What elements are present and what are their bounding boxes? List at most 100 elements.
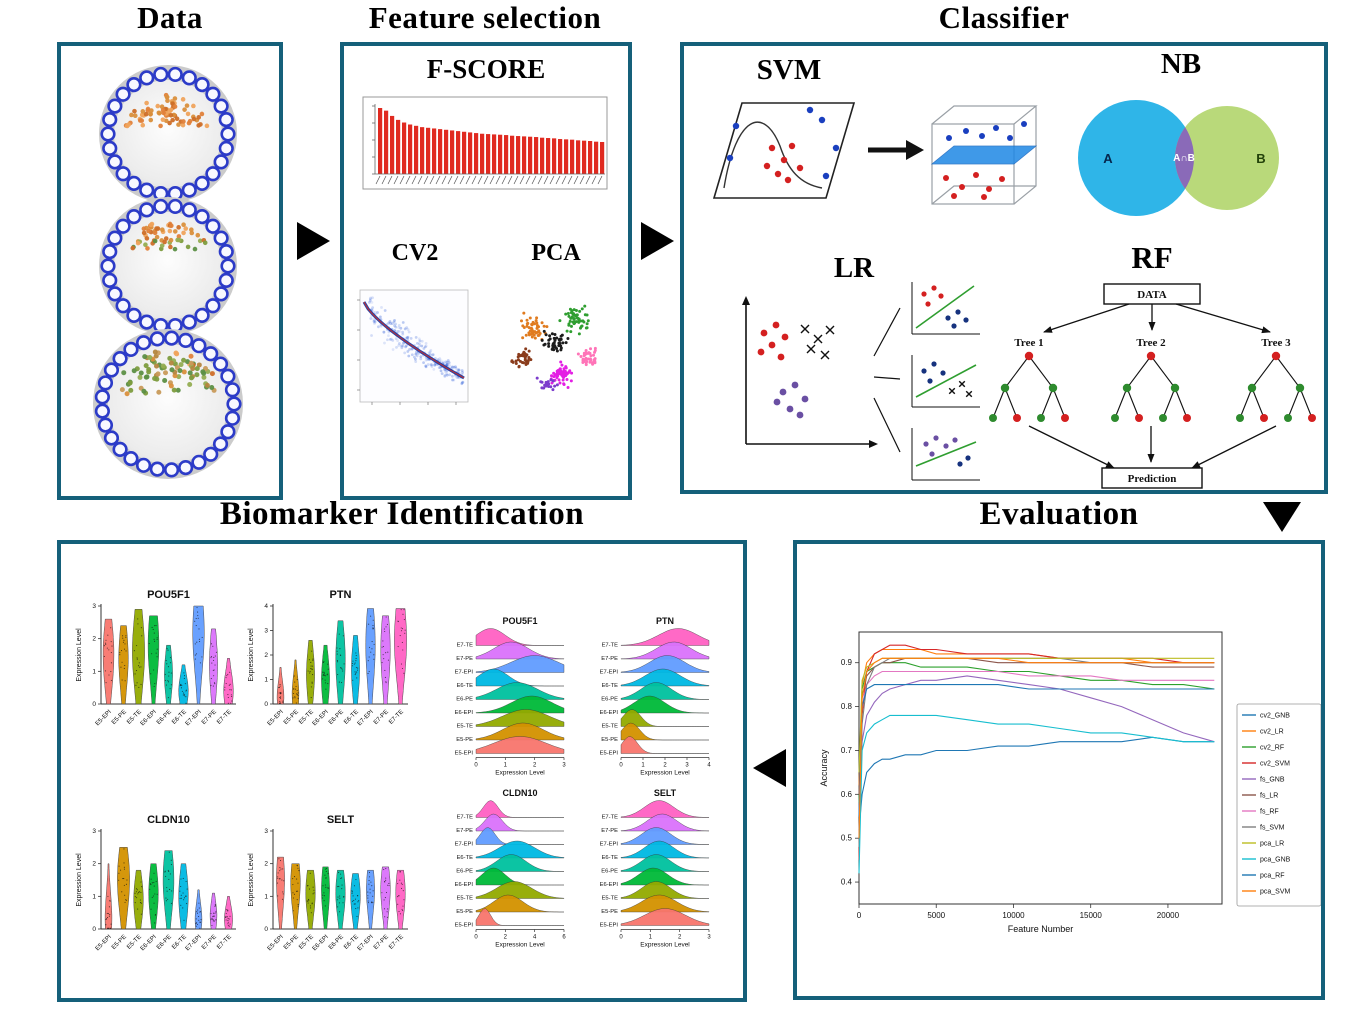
svg-text:E7-EPI: E7-EPI <box>455 842 474 848</box>
svg-text:fs_RF: fs_RF <box>1260 809 1279 816</box>
svg-text:cv2_SVM: cv2_SVM <box>1260 761 1290 768</box>
svg-text:pca_SVM: pca_SVM <box>1260 889 1291 896</box>
svg-text:E5-PE: E5-PE <box>601 737 618 743</box>
svg-text:E5-EPI: E5-EPI <box>600 751 619 757</box>
svg-text:E7-PE: E7-PE <box>372 708 390 726</box>
svg-text:E5-PE: E5-PE <box>282 933 300 951</box>
svg-text:E7-PE: E7-PE <box>200 708 218 726</box>
svg-text:E5-EPI: E5-EPI <box>266 933 285 952</box>
svg-text:CLDN10: CLDN10 <box>502 788 537 798</box>
svg-text:1: 1 <box>264 893 268 900</box>
svg-text:3: 3 <box>92 603 96 610</box>
svg-text:0: 0 <box>92 701 96 708</box>
svg-text:Expression Level: Expression Level <box>495 942 545 949</box>
svg-text:CLDN10: CLDN10 <box>147 814 190 826</box>
svg-text:E7-TE: E7-TE <box>602 815 619 821</box>
svg-text:E6-EPI: E6-EPI <box>139 708 158 727</box>
svg-text:E5-EPI: E5-EPI <box>455 923 474 929</box>
svg-text:0: 0 <box>264 701 268 708</box>
svg-text:E7-PE: E7-PE <box>601 656 618 662</box>
svg-text:Expression Level: Expression Level <box>640 942 690 949</box>
data-panel <box>57 42 283 500</box>
cv2-label: CV2 <box>391 240 439 266</box>
svg-text:2: 2 <box>92 861 96 868</box>
svg-text:E5-EPI: E5-EPI <box>94 933 113 952</box>
svg-text:cv2_LR: cv2_LR <box>1260 729 1284 736</box>
svg-text:0.5: 0.5 <box>841 834 853 843</box>
svg-text:Expression Level: Expression Level <box>248 628 255 682</box>
svg-text:E6-PE: E6-PE <box>155 933 173 951</box>
svg-text:E6-PE: E6-PE <box>601 869 618 875</box>
svg-text:E5-TE: E5-TE <box>602 896 619 902</box>
svg-text:PTN: PTN <box>656 616 674 626</box>
svg-text:E6-EPI: E6-EPI <box>139 933 158 952</box>
svg-text:Expression Level: Expression Level <box>640 770 690 777</box>
svg-text:2: 2 <box>92 636 96 643</box>
svg-text:Expression Level: Expression Level <box>248 853 255 907</box>
lr-label: LR <box>833 252 875 284</box>
svg-text:cv2_GNB: cv2_GNB <box>1260 713 1290 720</box>
svg-text:E7-EPI: E7-EPI <box>184 708 203 727</box>
svg-text:Tree 3: Tree 3 <box>1261 337 1291 349</box>
svg-text:B: B <box>1256 151 1265 166</box>
arrow-evaluation-to-biomarker-icon <box>753 749 786 787</box>
svg-text:15000: 15000 <box>1080 911 1103 920</box>
svg-text:SELT: SELT <box>327 814 355 826</box>
svg-text:1: 1 <box>92 668 96 675</box>
svg-text:Accuracy: Accuracy <box>819 749 829 787</box>
svg-text:1: 1 <box>641 763 645 769</box>
svg-text:E7-EPI: E7-EPI <box>455 670 474 676</box>
svg-text:1: 1 <box>504 763 508 769</box>
classifier-graphics: A A∩B B DATA Tree 1 Tree 2 Tree 3 Prediction <box>712 100 1316 489</box>
svg-text:Expression Level: Expression Level <box>495 770 545 777</box>
evaluation-panel-title: Evaluation <box>979 496 1139 532</box>
svg-text:E5-PE: E5-PE <box>110 708 128 726</box>
fscore-label: F-SCORE <box>426 54 546 84</box>
svg-text:3: 3 <box>264 828 268 835</box>
svg-text:E7-TE: E7-TE <box>457 815 474 821</box>
svg-text:4: 4 <box>707 763 711 769</box>
rf-label: RF <box>1131 240 1173 275</box>
biomarker-panel-title: Biomarker Identification <box>219 496 585 532</box>
svg-text:E7-EPI: E7-EPI <box>356 933 375 952</box>
svg-text:4: 4 <box>533 935 537 941</box>
svg-text:pca_RF: pca_RF <box>1260 873 1285 880</box>
cv2-density-plot <box>357 289 469 405</box>
svg-text:E6-PE: E6-PE <box>456 697 473 703</box>
svg-text:20000: 20000 <box>1157 911 1180 920</box>
svg-text:A: A <box>1103 151 1113 166</box>
svg-text:E7-PE: E7-PE <box>372 933 390 951</box>
svg-text:0: 0 <box>474 935 478 941</box>
svg-text:0: 0 <box>857 911 862 920</box>
svg-text:Expression Level: Expression Level <box>76 628 83 682</box>
svg-text:0: 0 <box>264 926 268 933</box>
svg-text:E6-EPI: E6-EPI <box>600 882 619 888</box>
svg-text:2: 2 <box>264 861 268 868</box>
svg-text:E7-EPI: E7-EPI <box>600 842 619 848</box>
svg-text:0: 0 <box>619 935 623 941</box>
svg-text:DATA: DATA <box>1137 289 1167 301</box>
svg-text:E7-TE: E7-TE <box>602 643 619 649</box>
svg-text:E5-EPI: E5-EPI <box>600 923 619 929</box>
svg-text:Tree 2: Tree 2 <box>1136 337 1166 349</box>
svg-text:POU5F1: POU5F1 <box>502 616 537 626</box>
svg-text:E6-PE: E6-PE <box>456 869 473 875</box>
svg-text:pca_LR: pca_LR <box>1260 841 1284 848</box>
classifier-panel: SVM NB LR RF A A∩B B DATA Tree 1 Tree 2 Tree 3… <box>680 42 1328 494</box>
svg-text:1: 1 <box>264 677 268 684</box>
svg-text:fs_LR: fs_LR <box>1260 793 1278 800</box>
svg-text:E5-TE: E5-TE <box>457 724 474 730</box>
svg-text:E7-EPI: E7-EPI <box>600 670 619 676</box>
svg-text:2: 2 <box>264 652 268 659</box>
svg-text:E6-EPI: E6-EPI <box>311 708 330 727</box>
svg-text:fs_GNB: fs_GNB <box>1260 777 1285 784</box>
svg-text:E6-TE: E6-TE <box>457 683 474 689</box>
svg-text:E7-TE: E7-TE <box>457 643 474 649</box>
svg-text:E5-PE: E5-PE <box>282 708 300 726</box>
svg-text:E6-TE: E6-TE <box>457 855 474 861</box>
svg-text:2: 2 <box>678 935 682 941</box>
svg-text:E6-PE: E6-PE <box>601 697 618 703</box>
classifier-panel-title: Classifier <box>938 0 1070 35</box>
svg-text:pca_GNB: pca_GNB <box>1260 857 1291 864</box>
